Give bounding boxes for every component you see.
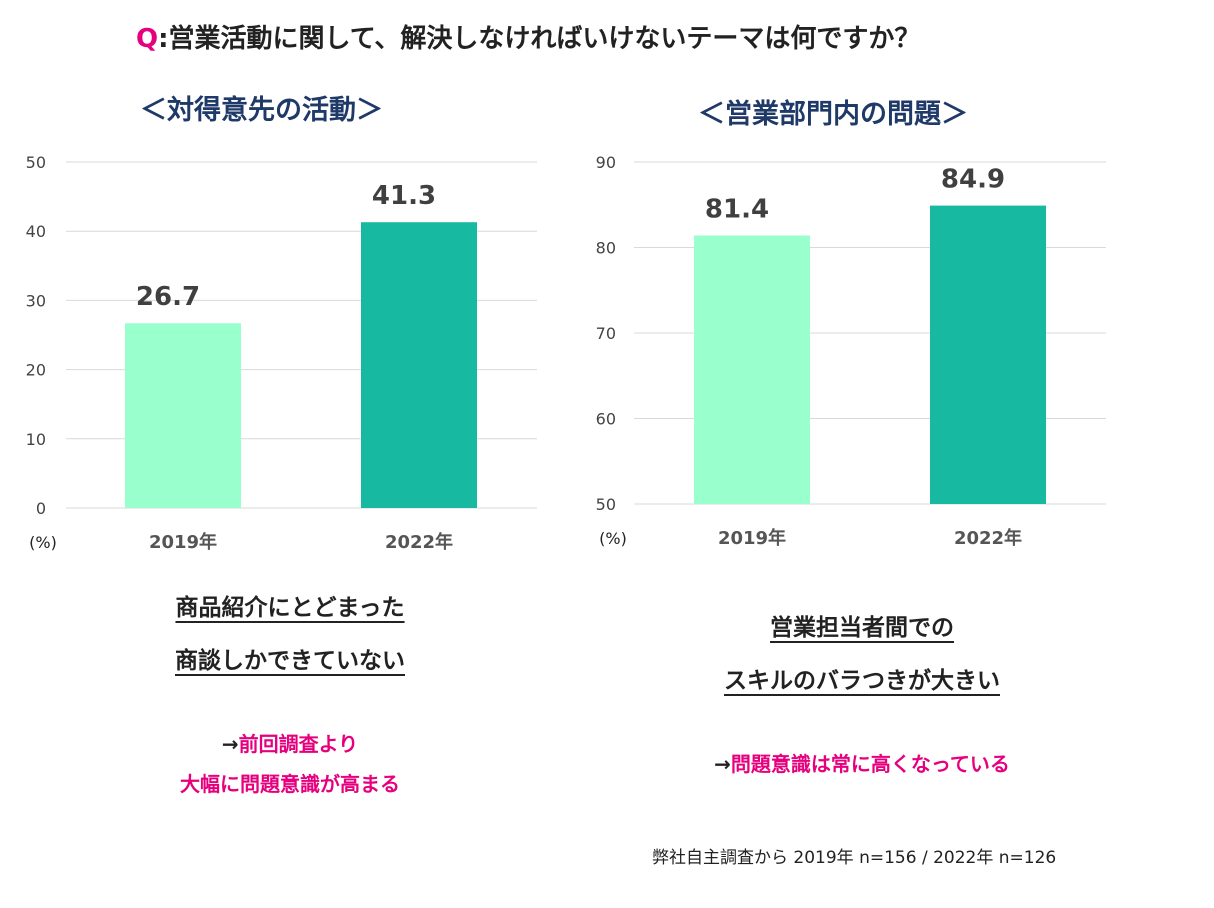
x-category-label: 2022年 <box>385 531 453 553</box>
y-tick-label: 50 <box>26 153 46 172</box>
left-finding-line2: 商談しかできていない <box>175 648 405 674</box>
bar-2022 <box>361 222 477 508</box>
y-tick-label: 0 <box>36 499 46 518</box>
left-chart-title: ＜対得意先の活動＞ <box>140 95 383 126</box>
bar-2019 <box>694 235 810 504</box>
data-label: 81.4 <box>705 195 769 225</box>
data-label: 26.7 <box>136 282 200 312</box>
y-tick-label: 40 <box>26 222 46 241</box>
left-bar-chart: 0 10 20 30 40 50 (%) 26.7 2019年 41.3 2022年 <box>26 153 537 553</box>
y-tick-label: 70 <box>596 324 616 343</box>
left-finding-line1: 商品紹介にとどまった <box>175 595 405 621</box>
question-text: :営業活動に関して、解決しなければいけないテーマは何ですか？ <box>158 24 921 54</box>
left-note-arrow: → <box>221 732 239 756</box>
unit-label: (%) <box>29 533 57 552</box>
right-bar-chart: 50 60 70 80 90 (%) 81.4 2019年 84.9 2022年 <box>596 153 1106 549</box>
left-note: →前回調査より 大幅に問題意識が高まる <box>90 724 490 804</box>
right-note-arrow: → <box>714 752 731 776</box>
left-note-line2: 大幅に問題意識が高まる <box>180 772 400 796</box>
right-chart-title: ＜営業部門内の問題＞ <box>698 99 968 130</box>
y-tick-label: 60 <box>596 410 616 429</box>
y-tick-label: 20 <box>26 361 46 380</box>
left-finding: 商品紹介にとどまった 商談しかできていない <box>90 582 490 688</box>
bar-2019 <box>125 323 241 508</box>
right-finding-line1: 営業担当者間での <box>770 615 954 641</box>
x-category-label: 2022年 <box>954 527 1022 549</box>
unit-label: (%) <box>599 529 627 548</box>
question-q-mark: Q <box>136 24 159 54</box>
right-finding: 営業担当者間での スキルのバラつきが大きい <box>662 602 1062 708</box>
x-category-label: 2019年 <box>149 531 217 553</box>
y-tick-label: 80 <box>596 239 616 258</box>
y-tick-label: 30 <box>26 291 46 310</box>
data-label: 84.9 <box>941 165 1005 195</box>
y-tick-label: 90 <box>596 153 616 172</box>
survey-question: Q:営業活動に関して、解決しなければいけないテーマは何ですか？ <box>136 18 920 55</box>
right-finding-line2: スキルのバラつきが大きい <box>724 668 1000 694</box>
right-note: →問題意識は常に高くなっている <box>662 744 1062 784</box>
y-tick-label: 50 <box>596 495 616 514</box>
x-category-label: 2019年 <box>718 527 786 549</box>
source-note: 弊社自主調査から 2019年 n=156 / 2022年 n=126 <box>652 848 1057 868</box>
y-tick-label: 10 <box>26 430 46 449</box>
bar-2022 <box>930 205 1046 504</box>
data-label: 41.3 <box>372 181 436 211</box>
left-note-line1: 前回調査より <box>238 732 359 756</box>
right-note-line1: 問題意識は常に高くなっている <box>730 752 1010 776</box>
